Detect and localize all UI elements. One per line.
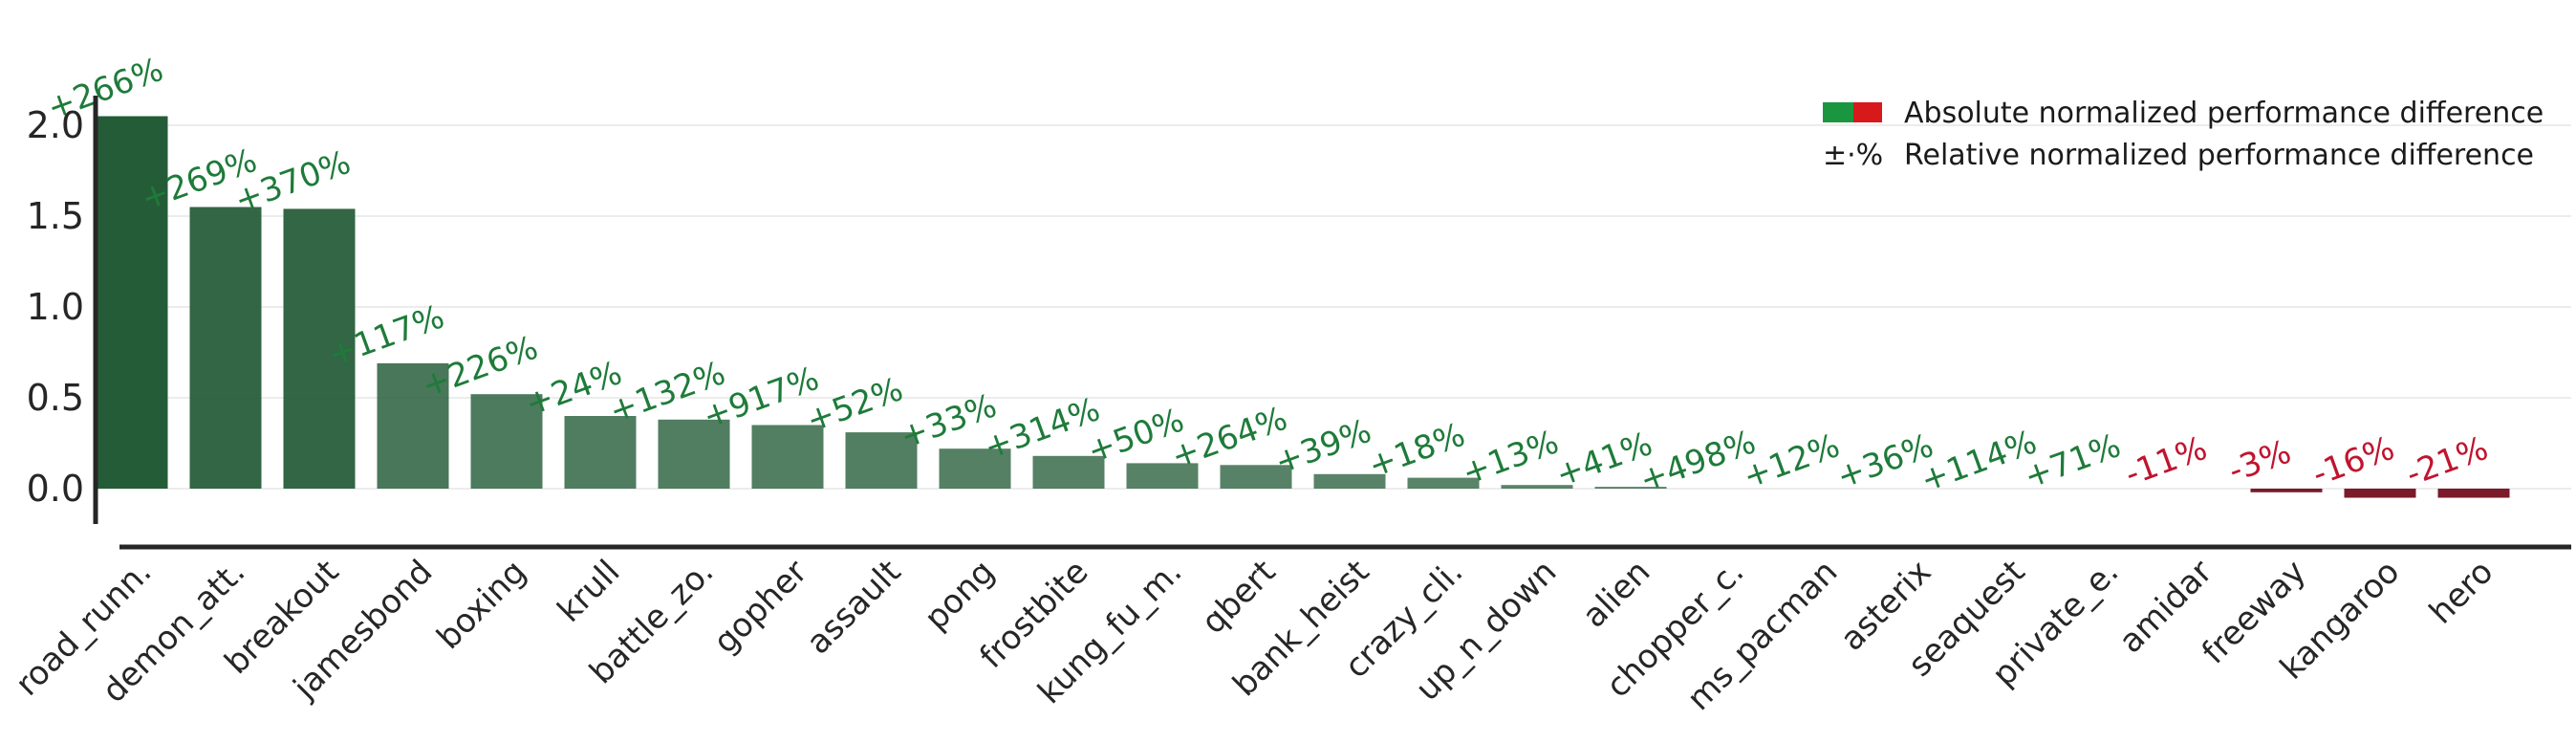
bar-crazy_cli. bbox=[1407, 477, 1480, 489]
y-tick-labels: 0.0 0.5 1.0 1.5 2.0 bbox=[27, 104, 84, 510]
relative-label: +18% bbox=[1364, 416, 1470, 486]
bar-up_n_down bbox=[1501, 485, 1573, 489]
legend-relative-label: Relative normalized performance differen… bbox=[1904, 139, 2534, 172]
bars bbox=[96, 116, 2510, 498]
y-tick-label: 0.0 bbox=[27, 468, 84, 510]
relative-label: -11% bbox=[2120, 429, 2212, 494]
legend-relative-symbol: ±·% bbox=[1823, 139, 1883, 172]
legend-swatch-green bbox=[1823, 102, 1854, 122]
bar-alien bbox=[1594, 487, 1667, 489]
bar-jamesbond bbox=[377, 362, 449, 489]
legend-swatch-red bbox=[1853, 102, 1882, 122]
bar-breakout bbox=[283, 208, 356, 489]
bar-boxing bbox=[470, 394, 543, 489]
relative-label: -16% bbox=[2307, 429, 2399, 494]
x-tick-label: gopher bbox=[706, 553, 814, 661]
relative-label: -3% bbox=[2223, 433, 2296, 491]
relative-label: +12% bbox=[1739, 426, 1845, 496]
x-tick-labels: road_runn.demon_att.breakoutjamesbondbox… bbox=[9, 553, 2501, 718]
bar-bank_heist bbox=[1313, 473, 1386, 489]
x-tick-label: qbert bbox=[1194, 553, 1283, 642]
bar-road_runn. bbox=[96, 116, 168, 489]
x-tick-label: krull bbox=[551, 553, 628, 630]
legend: Absolute normalized performance differen… bbox=[1823, 97, 2544, 172]
y-tick-label: 0.5 bbox=[27, 377, 84, 419]
relative-label: +314% bbox=[979, 390, 1105, 468]
bar-kung_fu_m. bbox=[1126, 463, 1199, 489]
bar-battle_zo. bbox=[658, 419, 730, 489]
x-tick-label: hero bbox=[2422, 553, 2500, 631]
bar-hero bbox=[2437, 489, 2510, 498]
bar-qbert bbox=[1220, 465, 1292, 489]
relative-label: -21% bbox=[2401, 429, 2493, 494]
bar-kangaroo bbox=[2344, 489, 2416, 498]
axes bbox=[93, 96, 2571, 550]
x-tick-label: assault bbox=[799, 553, 908, 662]
y-tick-label: 1.0 bbox=[27, 286, 84, 328]
bar-assault bbox=[845, 432, 918, 489]
relative-label: +71% bbox=[2020, 426, 2126, 496]
bar-gopher bbox=[751, 425, 824, 489]
x-tick-label: pong bbox=[918, 553, 1003, 638]
relative-label: +13% bbox=[1458, 423, 1564, 492]
x-tick-label: boxing bbox=[429, 553, 533, 657]
legend-absolute-label: Absolute normalized performance differen… bbox=[1904, 97, 2544, 130]
bar-krull bbox=[564, 416, 637, 489]
relative-label: +264% bbox=[1166, 400, 1292, 477]
bar-pong bbox=[939, 448, 1011, 489]
bar-demon_att. bbox=[189, 207, 262, 489]
y-tick-label: 1.5 bbox=[27, 195, 84, 237]
y-tick-label: 2.0 bbox=[27, 104, 84, 146]
bar-freeway bbox=[2250, 489, 2323, 492]
x-tick-label: alien bbox=[1575, 553, 1657, 635]
bar-frostbite bbox=[1032, 455, 1105, 489]
